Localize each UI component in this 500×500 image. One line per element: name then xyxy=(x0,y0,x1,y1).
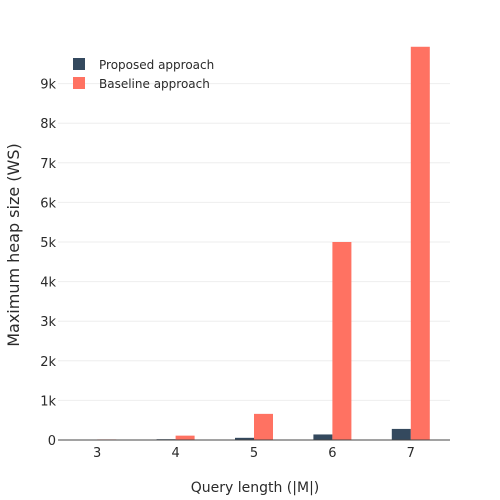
y-tick-label: 2k xyxy=(40,355,56,370)
x-tick-labels: 3 4 5 6 7 xyxy=(93,446,415,461)
y-axis-title: Maximum heap size (WS) xyxy=(4,143,23,347)
x-tick-label: 7 xyxy=(407,446,415,461)
bar-proposed-6 xyxy=(313,434,333,440)
y-tick-label: 7k xyxy=(40,157,56,172)
y-tick-label: 8k xyxy=(40,117,56,132)
legend-swatch-baseline xyxy=(73,77,85,89)
bars xyxy=(78,46,430,440)
legend-label-baseline: Baseline approach xyxy=(99,77,210,91)
x-tick-label: 5 xyxy=(250,446,258,461)
bar-proposed-5 xyxy=(235,437,254,440)
x-tick-label: 6 xyxy=(328,446,336,461)
y-tick-label: 3k xyxy=(40,315,56,330)
x-tick-label: 3 xyxy=(93,446,101,461)
y-tick-label: 5k xyxy=(40,236,56,251)
legend: Proposed approach Baseline approach xyxy=(73,58,214,91)
y-tick-label: 9k xyxy=(40,78,56,93)
grid-lines xyxy=(58,83,450,401)
x-tick-label: 4 xyxy=(171,446,179,461)
bar-baseline-7 xyxy=(410,46,430,440)
bar-baseline-6 xyxy=(332,242,352,440)
legend-label-proposed: Proposed approach xyxy=(99,58,214,72)
bar-baseline-4 xyxy=(175,435,195,440)
bar-baseline-5 xyxy=(254,413,273,440)
y-tick-label: 1k xyxy=(40,394,56,409)
legend-swatch-proposed xyxy=(73,58,85,70)
bar-proposed-7 xyxy=(391,428,411,440)
y-tick-label: 6k xyxy=(40,196,56,211)
y-tick-label: 4k xyxy=(40,276,56,291)
y-tick-labels: 0 1k 2k 3k 4k 5k 6k 7k 8k 9k xyxy=(40,78,56,449)
y-tick-label: 0 xyxy=(48,434,56,449)
x-axis-title: Query length (|M|) xyxy=(191,480,320,496)
